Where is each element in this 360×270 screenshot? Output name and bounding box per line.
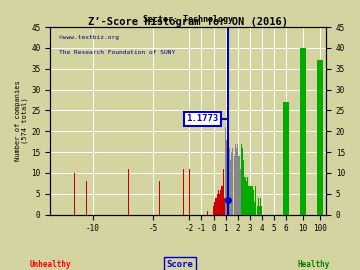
Bar: [247, 177, 248, 215]
Bar: [260, 198, 261, 215]
Bar: [225, 127, 226, 215]
Text: Unhealthy: Unhealthy: [30, 260, 71, 269]
Bar: [158, 181, 160, 215]
Bar: [234, 156, 235, 215]
Bar: [219, 194, 220, 215]
Bar: [285, 102, 287, 215]
Bar: [86, 181, 87, 215]
Bar: [251, 185, 252, 215]
Bar: [220, 190, 221, 215]
Text: Healthy: Healthy: [297, 260, 329, 269]
Bar: [238, 156, 239, 215]
Bar: [261, 206, 262, 215]
Bar: [229, 148, 230, 215]
Text: 1.1773: 1.1773: [186, 114, 219, 123]
Bar: [217, 194, 218, 215]
Bar: [252, 185, 253, 215]
Bar: [213, 206, 214, 215]
Bar: [128, 169, 130, 215]
Bar: [224, 198, 225, 215]
Text: The Research Foundation of SUNY: The Research Foundation of SUNY: [59, 50, 175, 55]
Bar: [255, 185, 256, 215]
Bar: [283, 102, 289, 215]
Bar: [249, 185, 251, 215]
Bar: [230, 160, 231, 215]
Bar: [235, 144, 236, 215]
Bar: [215, 198, 216, 215]
Bar: [218, 190, 219, 215]
Bar: [214, 202, 215, 215]
Bar: [221, 185, 222, 215]
Bar: [236, 148, 237, 215]
Bar: [241, 144, 242, 215]
Bar: [242, 148, 243, 215]
Bar: [222, 169, 224, 215]
Bar: [226, 140, 228, 215]
Bar: [237, 144, 238, 215]
Bar: [258, 198, 259, 215]
Bar: [300, 48, 306, 215]
Bar: [243, 160, 244, 215]
Bar: [74, 173, 75, 215]
Text: Sector: Technology: Sector: Technology: [143, 15, 233, 24]
Bar: [254, 202, 255, 215]
Bar: [253, 190, 254, 215]
Bar: [231, 152, 232, 215]
Bar: [319, 60, 320, 215]
Text: ©www.textbiz.org: ©www.textbiz.org: [59, 35, 118, 40]
Bar: [183, 169, 184, 215]
Bar: [244, 177, 246, 215]
Bar: [248, 185, 249, 215]
Bar: [257, 206, 258, 215]
Bar: [302, 48, 303, 215]
Bar: [317, 60, 323, 215]
Bar: [232, 148, 234, 215]
Bar: [239, 169, 241, 215]
Bar: [189, 169, 190, 215]
Bar: [246, 181, 247, 215]
Bar: [207, 211, 208, 215]
Bar: [228, 160, 229, 215]
Title: Z’-Score Histogram for ON (2016): Z’-Score Histogram for ON (2016): [88, 17, 288, 27]
Y-axis label: Number of companies
(574 total): Number of companies (574 total): [15, 80, 28, 161]
Bar: [259, 206, 260, 215]
Text: Score: Score: [167, 260, 193, 269]
